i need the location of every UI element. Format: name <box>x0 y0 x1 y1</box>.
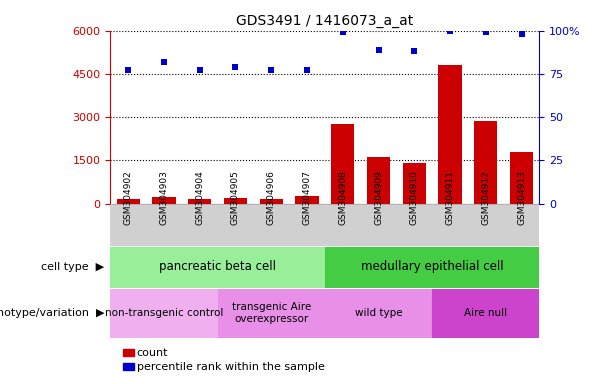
Text: GSM304910: GSM304910 <box>409 170 419 225</box>
Text: percentile rank within the sample: percentile rank within the sample <box>137 362 324 372</box>
Bar <box>110 204 146 246</box>
Bar <box>295 196 319 204</box>
Bar <box>253 204 289 246</box>
Text: Aire null: Aire null <box>464 308 508 318</box>
Text: GSM304911: GSM304911 <box>446 170 455 225</box>
Bar <box>325 289 432 337</box>
Text: GSM304903: GSM304903 <box>159 170 169 225</box>
Text: GSM304909: GSM304909 <box>374 170 383 225</box>
Bar <box>474 121 497 204</box>
Bar <box>325 204 360 246</box>
Text: GSM304912: GSM304912 <box>481 170 490 225</box>
Text: non-transgenic control: non-transgenic control <box>105 308 223 318</box>
Bar <box>146 204 182 246</box>
Bar <box>360 204 397 246</box>
Bar <box>153 197 175 204</box>
Bar <box>468 204 504 246</box>
Text: transgenic Aire
overexpressor: transgenic Aire overexpressor <box>232 302 311 324</box>
Bar <box>432 204 468 246</box>
Text: GSM304902: GSM304902 <box>124 170 133 225</box>
Bar <box>403 163 426 204</box>
Bar <box>438 65 462 204</box>
Text: GSM304904: GSM304904 <box>195 170 204 225</box>
Bar <box>289 204 325 246</box>
Text: GSM304908: GSM304908 <box>338 170 348 225</box>
Text: GSM304906: GSM304906 <box>267 170 276 225</box>
Bar <box>510 152 533 204</box>
Bar <box>432 289 539 337</box>
Text: cell type  ▶: cell type ▶ <box>41 262 104 272</box>
Bar <box>110 289 218 337</box>
Bar <box>367 157 390 204</box>
Text: wild type: wild type <box>355 308 402 318</box>
Bar <box>331 124 354 204</box>
Bar <box>218 204 253 246</box>
Bar <box>504 204 539 246</box>
Bar <box>325 247 539 287</box>
Bar <box>224 198 247 204</box>
Bar <box>260 199 283 204</box>
Text: medullary epithelial cell: medullary epithelial cell <box>361 260 503 273</box>
Bar <box>218 289 325 337</box>
Text: genotype/variation  ▶: genotype/variation ▶ <box>0 308 104 318</box>
Text: GSM304907: GSM304907 <box>302 170 311 225</box>
Text: count: count <box>137 348 168 358</box>
Text: pancreatic beta cell: pancreatic beta cell <box>159 260 276 273</box>
Bar <box>182 204 218 246</box>
Bar <box>110 247 325 287</box>
Title: GDS3491 / 1416073_a_at: GDS3491 / 1416073_a_at <box>236 14 414 28</box>
Bar <box>116 199 140 204</box>
Text: GSM304913: GSM304913 <box>517 170 526 225</box>
Bar <box>188 199 211 204</box>
Bar <box>397 204 432 246</box>
Text: GSM304905: GSM304905 <box>231 170 240 225</box>
